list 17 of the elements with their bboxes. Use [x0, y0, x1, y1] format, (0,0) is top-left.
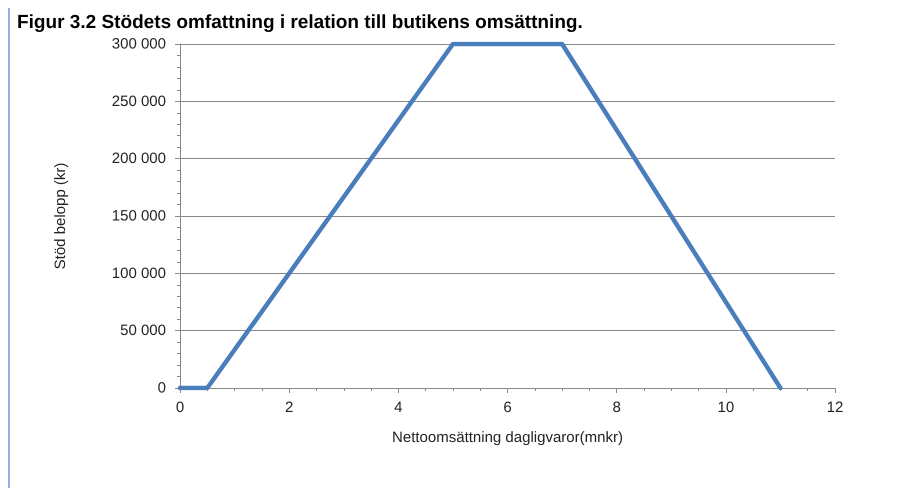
y-tick-label: 200 000 — [112, 150, 166, 168]
y-tick-label: 150 000 — [112, 208, 166, 224]
x-tick-label: 0 — [176, 399, 184, 416]
x-tick-label: 6 — [503, 399, 512, 416]
y-tick-label: 50 000 — [120, 322, 166, 340]
x-tick-label: 12 — [826, 399, 844, 416]
x-tick-label: 8 — [612, 399, 621, 416]
y-tick-label: 0 — [158, 380, 166, 396]
x-tick-label: 10 — [717, 399, 734, 416]
x-axis-title: Nettoomsättning dagligvaror(mnkr) — [392, 429, 623, 446]
y-tick-label: 300 000 — [112, 36, 166, 52]
y-tick-label: 250 000 — [112, 92, 166, 110]
chart-title: Figur 3.2 Stödets omfattning i relation till butikens omsättning. — [17, 12, 583, 33]
x-tick-label: 2 — [284, 399, 294, 416]
y-axis-title: Stöd belopp (kr) — [52, 162, 69, 270]
y-tick-label: 100 000 — [112, 264, 166, 282]
x-tick-label: 4 — [394, 399, 403, 416]
